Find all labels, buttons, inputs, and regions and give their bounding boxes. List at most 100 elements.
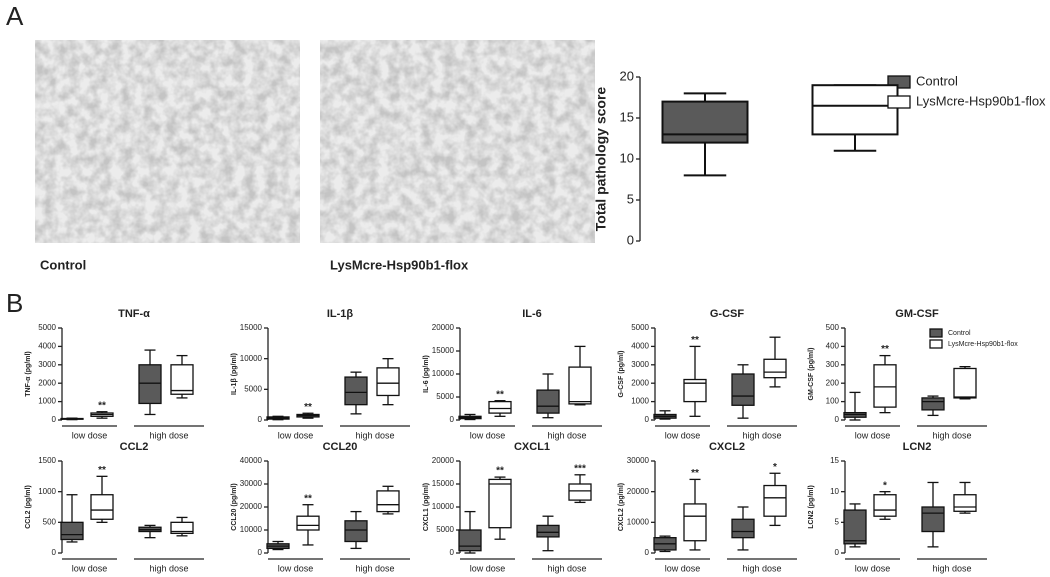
y-tick-label: 1500 <box>38 456 56 465</box>
group-label: low dose <box>72 430 108 440</box>
y-axis-label: LCN2 (pg/ml) <box>808 485 815 529</box>
y-tick-label: 5000 <box>631 323 649 332</box>
y-tick-label: 10000 <box>627 517 650 526</box>
y-tick-label: 10 <box>830 487 839 496</box>
y-tick-label: 0 <box>835 548 840 557</box>
y-tick-label: 0 <box>627 232 634 247</box>
box <box>536 524 560 538</box>
group-label: low dose <box>278 430 314 440</box>
y-tick-label: 0 <box>52 548 57 557</box>
group-label: high dose <box>742 430 781 440</box>
y-tick-label: 2000 <box>631 378 649 387</box>
group-label: low dose <box>470 430 506 440</box>
y-tick-label: 0 <box>835 415 840 424</box>
chart-title: CCL20 <box>323 441 358 453</box>
y-tick-label: 10 <box>620 150 634 165</box>
significance: * <box>883 480 887 491</box>
box <box>763 484 787 517</box>
box <box>568 366 592 405</box>
y-axis-label: CCL2 (pg/ml) <box>25 485 32 529</box>
significance: ** <box>496 466 504 477</box>
y-tick-label: 1000 <box>38 397 56 406</box>
y-tick-label: 10000 <box>240 354 263 363</box>
y-tick-label: 15 <box>620 109 634 124</box>
box <box>873 364 897 408</box>
y-tick-label: 3000 <box>631 360 649 369</box>
significance: ** <box>304 493 312 504</box>
y-axis-label: CXCL1 (pg/ml) <box>423 483 430 531</box>
chart-title: LCN2 <box>903 441 932 453</box>
box <box>843 509 867 545</box>
box <box>568 483 592 501</box>
box <box>921 397 945 411</box>
y-tick-label: 20 <box>620 68 634 83</box>
box <box>731 373 755 406</box>
chart-title: CCL2 <box>120 441 149 453</box>
y-tick-label: 5000 <box>244 384 262 393</box>
significance: ** <box>881 344 889 355</box>
chart-title: IL-6 <box>522 308 542 320</box>
y-tick-label: 400 <box>826 342 840 351</box>
y-tick-label: 15000 <box>432 479 455 488</box>
significance: ** <box>691 468 699 479</box>
group-label: high dose <box>149 430 188 440</box>
y-tick-label: 4000 <box>38 342 56 351</box>
box <box>683 378 707 403</box>
legend-label: LysMcre-Hsp90b1-flox <box>948 341 1018 348</box>
significance: ** <box>496 389 504 400</box>
chart-title: GM-CSF <box>895 308 939 320</box>
y-tick-label: 4000 <box>631 342 649 351</box>
group-label: low dose <box>72 563 108 573</box>
group-label: high dose <box>355 430 394 440</box>
box <box>731 518 755 539</box>
y-tick-label: 200 <box>826 378 840 387</box>
y-axis-label: TNF-α (pg/ml) <box>25 351 32 397</box>
y-axis-label: G-CSF (pg/ml) <box>618 350 625 397</box>
y-axis-label: GM-CSF (pg/ml) <box>808 348 815 401</box>
box <box>488 478 512 529</box>
y-tick-label: 5 <box>627 191 634 206</box>
y-tick-label: 0 <box>258 415 263 424</box>
image-label: LysMcre-Hsp90b1-flox <box>330 257 469 272</box>
y-tick-label: 10000 <box>432 369 455 378</box>
box <box>953 494 977 512</box>
y-tick-label: 30000 <box>627 456 650 465</box>
group-label: high dose <box>547 430 586 440</box>
box <box>953 367 977 399</box>
box <box>170 364 194 395</box>
y-tick-label: 1000 <box>38 487 56 496</box>
box <box>90 494 114 520</box>
group-label: low dose <box>855 563 891 573</box>
y-axis-label: IL-6 (pg/ml) <box>423 355 430 393</box>
box <box>661 100 749 144</box>
y-axis-label: CCL20 (pg/ml) <box>231 483 238 530</box>
chart-title: CXCL1 <box>514 441 550 453</box>
y-axis-label: CXCL2 (pg/ml) <box>618 483 625 531</box>
y-tick-label: 0 <box>52 415 57 424</box>
group-label: high dose <box>742 563 781 573</box>
y-tick-label: 1000 <box>631 397 649 406</box>
group-label: high dose <box>547 563 586 573</box>
group-label: high dose <box>355 563 394 573</box>
y-tick-label: 15000 <box>432 346 455 355</box>
chart-title: IL-1β <box>327 308 354 320</box>
image-label: Control <box>40 257 86 272</box>
box <box>170 521 194 535</box>
chart-title: G-CSF <box>710 308 745 320</box>
y-tick-label: 5000 <box>38 323 56 332</box>
y-tick-label: 5 <box>835 517 840 526</box>
y-tick-label: 15000 <box>240 323 263 332</box>
micrograph-texture <box>35 40 300 243</box>
box <box>296 515 320 531</box>
y-tick-label: 20000 <box>240 502 263 511</box>
panel-label: B <box>6 288 23 318</box>
box <box>60 521 84 541</box>
box <box>488 400 512 414</box>
group-label: low dose <box>665 430 701 440</box>
y-tick-label: 0 <box>258 548 263 557</box>
y-tick-label: 0 <box>645 415 650 424</box>
significance: ** <box>691 335 699 346</box>
y-tick-label: 20000 <box>627 487 650 496</box>
box <box>138 364 162 405</box>
y-axis-label: IL-1β (pg/ml) <box>231 353 238 395</box>
